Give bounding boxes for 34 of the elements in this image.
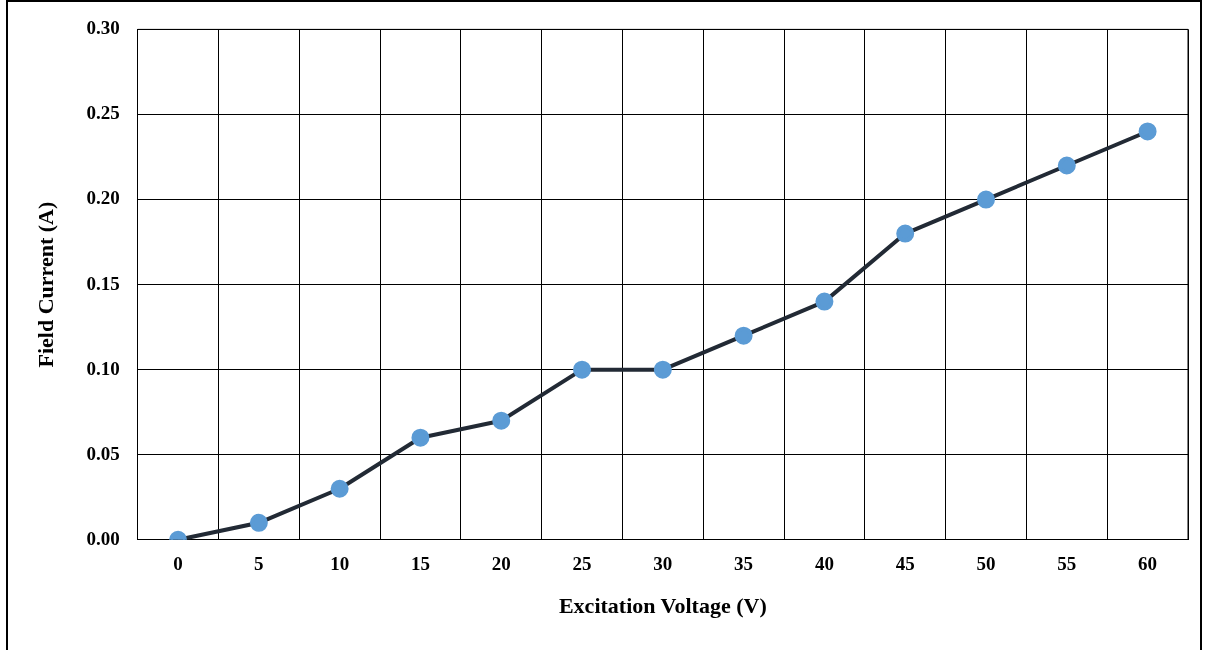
x-tick-label: 15 (410, 553, 430, 575)
x-tick-label: 10 (330, 553, 350, 575)
x-tick-label: 50 (976, 553, 996, 575)
y-tick-label: 0.30 (86, 17, 120, 39)
y-tick-label: 0.00 (86, 527, 120, 549)
point (411, 428, 430, 447)
y-tick-label: 0.25 (86, 102, 120, 124)
point (492, 411, 511, 430)
x-tick-label: 35 (734, 553, 754, 575)
x-tick-label: 30 (653, 553, 673, 575)
y-tick-label: 0.20 (86, 187, 120, 209)
point (734, 326, 753, 345)
x-tick-label: 40 (814, 553, 834, 575)
point (896, 224, 915, 243)
point (977, 190, 996, 209)
y-tick-label: 0.10 (86, 357, 120, 379)
y-tick-label: 0.05 (86, 442, 120, 464)
point (1138, 122, 1157, 141)
point (330, 479, 349, 498)
x-tick-label: 25 (572, 553, 592, 575)
point (573, 360, 592, 379)
y-tick-label: 0.15 (86, 272, 120, 294)
x-axis-title: Excitation Voltage (V) (558, 593, 767, 619)
point (1057, 156, 1076, 175)
point (815, 292, 834, 311)
x-tick-label: 45 (895, 553, 915, 575)
point (653, 360, 672, 379)
y-axis-title: Field Current (A) (32, 201, 58, 368)
x-tick-label: 5 (254, 553, 264, 575)
x-tick-label: 20 (491, 553, 511, 575)
point (249, 513, 268, 532)
x-tick-label: 60 (1138, 553, 1158, 575)
x-tick-label: 55 (1057, 553, 1077, 575)
x-tick-label: 0 (173, 553, 183, 575)
